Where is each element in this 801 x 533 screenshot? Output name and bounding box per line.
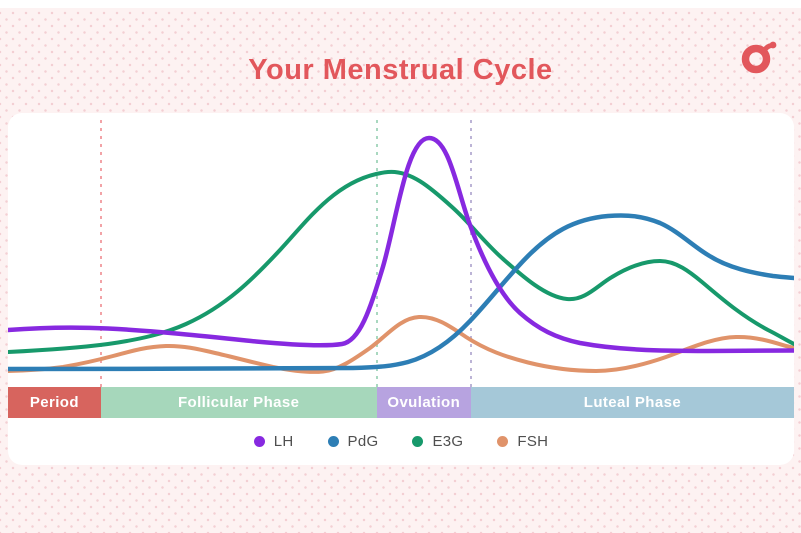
lh-dot-icon: [253, 436, 265, 447]
legend-item-fsh: FSH: [497, 433, 548, 450]
pdg-dot-icon: [327, 436, 339, 447]
legend-item-pdg: PdG: [327, 433, 379, 450]
lh-curve: [8, 135, 794, 354]
e3g-curve: [8, 169, 794, 354]
phase-label-ovulation: Ovulation: [387, 394, 461, 411]
legend-label-e3g: E3G: [432, 433, 464, 450]
phase-band-follicular: Follicular Phase: [100, 387, 377, 418]
pdg-curve: [8, 213, 794, 372]
chart-card: Period Follicular Phase Ovulation Luteal…: [8, 113, 794, 465]
fsh-curve: [8, 314, 794, 374]
brand-ring-logo-icon: [741, 41, 777, 74]
phase-band-ovulation: Ovulation: [376, 387, 471, 418]
page-title: Your Menstrual Cycle: [248, 54, 553, 86]
phase-label-follicular: Follicular Phase: [177, 394, 300, 411]
e3g-dot-icon: [412, 436, 424, 447]
logo-ring: [741, 44, 771, 74]
phase-label-luteal: Luteal Phase: [583, 394, 682, 411]
phase-band-row: Period Follicular Phase Ovulation Luteal…: [8, 387, 794, 418]
phase-label-period: Period: [29, 394, 79, 411]
page-top-strip: [0, 0, 801, 8]
legend-label-lh: LH: [273, 433, 294, 450]
legend-label-fsh: FSH: [517, 433, 549, 450]
legend-label-pdg: PdG: [347, 433, 379, 450]
legend-item-e3g: E3G: [412, 433, 463, 450]
logo-stem-dot: [769, 41, 777, 49]
hormone-line-chart: [8, 120, 794, 387]
fsh-dot-icon: [497, 436, 509, 447]
legend-item-lh: LH: [253, 433, 294, 450]
phase-band-period: Period: [8, 387, 101, 418]
chart-legend: LH PdG E3G FSH: [8, 418, 794, 465]
phase-band-luteal: Luteal Phase: [470, 387, 794, 418]
